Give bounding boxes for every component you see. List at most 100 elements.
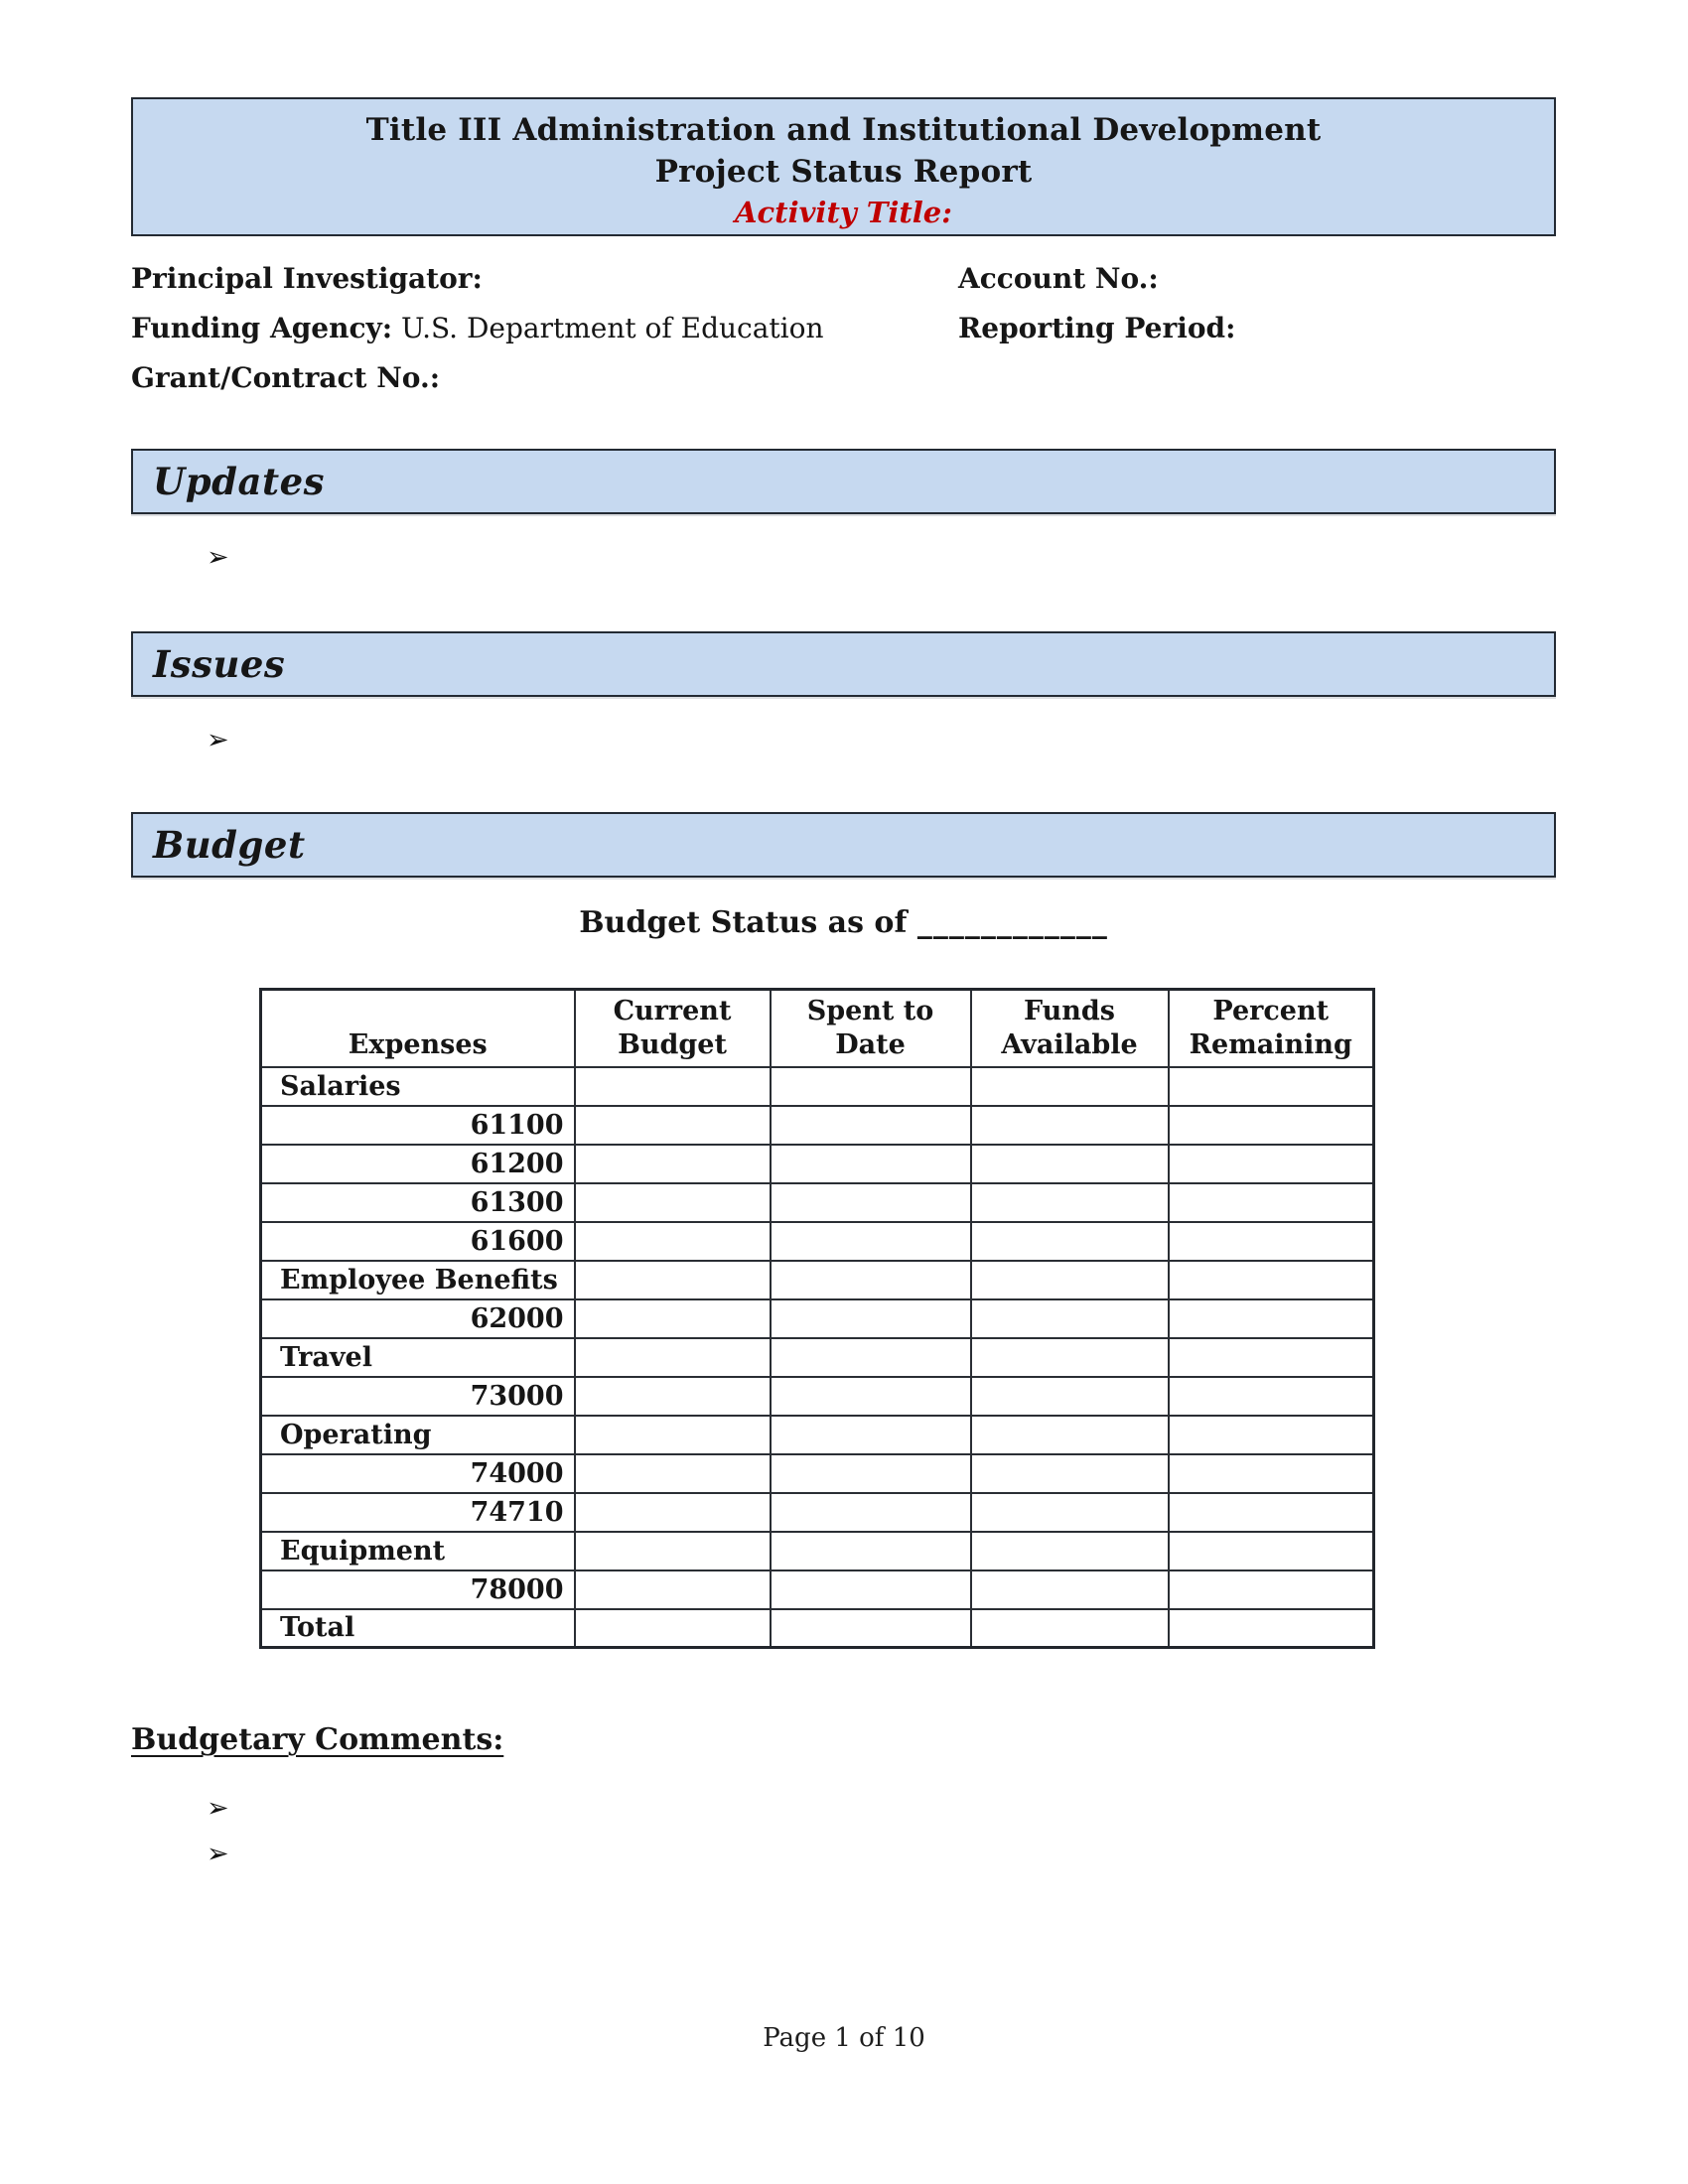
percent-remaining-cell[interactable] bbox=[1167, 1220, 1375, 1262]
budget-table-row: 62000 bbox=[259, 1297, 1375, 1339]
funds-available-cell[interactable] bbox=[969, 1414, 1170, 1455]
budget-table-row: 74000 bbox=[259, 1452, 1375, 1494]
spent-to-date-cell[interactable] bbox=[769, 1065, 972, 1107]
spent-to-date-cell[interactable] bbox=[769, 1414, 972, 1455]
current-budget-cell[interactable] bbox=[573, 1259, 772, 1300]
spent-to-date-cell[interactable] bbox=[769, 1297, 972, 1339]
spent-to-date-cell[interactable] bbox=[769, 1143, 972, 1184]
spent-to-date-cell[interactable] bbox=[769, 1569, 972, 1610]
arrowhead-bullet-icon: ➢ bbox=[207, 542, 229, 573]
issues-section-header: Issues bbox=[131, 631, 1556, 697]
reporting-period-row: Reporting Period: bbox=[958, 304, 1235, 353]
funds-available-cell[interactable] bbox=[969, 1220, 1170, 1262]
expense-label-cell: Travel bbox=[259, 1336, 576, 1378]
funds-available-cell[interactable] bbox=[969, 1259, 1170, 1300]
spent-to-date-cell[interactable] bbox=[769, 1220, 972, 1262]
funds-available-cell[interactable] bbox=[969, 1143, 1170, 1184]
percent-remaining-cell[interactable] bbox=[1167, 1569, 1375, 1610]
activity-title-label: Activity Title: bbox=[735, 196, 952, 229]
percent-remaining-cell[interactable] bbox=[1167, 1181, 1375, 1223]
percent-remaining-cell[interactable] bbox=[1167, 1607, 1375, 1649]
budgetary-comment-bullet-row[interactable]: ➢ bbox=[131, 1791, 1556, 1827]
funds-available-cell[interactable] bbox=[969, 1336, 1170, 1378]
current-budget-cell[interactable] bbox=[573, 1220, 772, 1262]
budget-table-row: Salaries bbox=[259, 1065, 1375, 1107]
spent-to-date-cell[interactable] bbox=[769, 1375, 972, 1417]
info-right-column: Account No.: Reporting Period: bbox=[958, 254, 1235, 353]
expense-label-cell: 61100 bbox=[259, 1104, 576, 1146]
current-budget-cell[interactable] bbox=[573, 1181, 772, 1223]
percent-remaining-cell[interactable] bbox=[1167, 1491, 1375, 1533]
expense-label-cell: Equipment bbox=[259, 1530, 576, 1571]
funds-available-cell[interactable] bbox=[969, 1491, 1170, 1533]
report-title-line1: Title III Administration and Institution… bbox=[365, 112, 1322, 148]
funds-available-cell[interactable] bbox=[969, 1569, 1170, 1610]
funds-available-cell[interactable] bbox=[969, 1530, 1170, 1571]
expense-label-cell: 62000 bbox=[259, 1297, 576, 1339]
funds-available-cell[interactable] bbox=[969, 1297, 1170, 1339]
funding-agency-row: Funding Agency: U.S. Department of Educa… bbox=[131, 304, 1556, 353]
budget-status-date-blank[interactable]: ____________ bbox=[916, 905, 1108, 940]
spent-to-date-cell[interactable] bbox=[769, 1336, 972, 1378]
current-budget-cell[interactable] bbox=[573, 1336, 772, 1378]
report-title-box: Title III Administration and Institution… bbox=[131, 97, 1556, 236]
budget-status-line: Budget Status as of ____________ bbox=[131, 905, 1556, 940]
funds-available-column-header: Funds Available bbox=[969, 988, 1170, 1068]
expense-label-cell: 61300 bbox=[259, 1181, 576, 1223]
funds-available-cell[interactable] bbox=[969, 1607, 1170, 1649]
current-budget-cell[interactable] bbox=[573, 1569, 772, 1610]
spent-to-date-cell[interactable] bbox=[769, 1607, 972, 1649]
budget-status-label: Budget Status as of bbox=[579, 905, 908, 940]
current-budget-cell[interactable] bbox=[573, 1414, 772, 1455]
budget-table-header-row: Expenses Current Budget Spent to Date Fu… bbox=[259, 988, 1375, 1068]
current-budget-cell[interactable] bbox=[573, 1143, 772, 1184]
percent-remaining-cell[interactable] bbox=[1167, 1104, 1375, 1146]
current-budget-cell[interactable] bbox=[573, 1530, 772, 1571]
current-budget-cell[interactable] bbox=[573, 1491, 772, 1533]
issues-section-title: Issues bbox=[153, 642, 286, 686]
current-budget-cell[interactable] bbox=[573, 1297, 772, 1339]
issues-bullet-row[interactable]: ➢ bbox=[131, 723, 1556, 758]
current-budget-cell[interactable] bbox=[573, 1375, 772, 1417]
current-budget-cell[interactable] bbox=[573, 1065, 772, 1107]
funds-available-cell[interactable] bbox=[969, 1181, 1170, 1223]
percent-remaining-cell[interactable] bbox=[1167, 1297, 1375, 1339]
updates-section-title: Updates bbox=[153, 460, 325, 503]
budget-table-row: 61600 bbox=[259, 1220, 1375, 1262]
budget-section-title: Budget bbox=[153, 823, 306, 867]
budget-table-row: 74710 bbox=[259, 1491, 1375, 1533]
spent-to-date-column-header: Spent to Date bbox=[769, 988, 972, 1068]
funding-agency-label: Funding Agency: bbox=[131, 312, 393, 344]
updates-bullet-row[interactable]: ➢ bbox=[131, 540, 1556, 576]
arrowhead-bullet-icon: ➢ bbox=[207, 1793, 229, 1824]
expense-label-cell: Employee Benefits bbox=[259, 1259, 576, 1300]
spent-to-date-cell[interactable] bbox=[769, 1491, 972, 1533]
funds-available-cell[interactable] bbox=[969, 1104, 1170, 1146]
spent-to-date-cell[interactable] bbox=[769, 1530, 972, 1571]
funds-available-cell[interactable] bbox=[969, 1375, 1170, 1417]
spent-to-date-cell[interactable] bbox=[769, 1259, 972, 1300]
budgetary-comment-bullet-row[interactable]: ➢ bbox=[131, 1837, 1556, 1872]
current-budget-cell[interactable] bbox=[573, 1452, 772, 1494]
expense-label-cell: Salaries bbox=[259, 1065, 576, 1107]
current-budget-cell[interactable] bbox=[573, 1104, 772, 1146]
current-budget-cell[interactable] bbox=[573, 1607, 772, 1649]
info-left-column: Principal Investigator: Funding Agency: … bbox=[131, 254, 1556, 403]
updates-section-header: Updates bbox=[131, 449, 1556, 514]
budget-table-row: 73000 bbox=[259, 1375, 1375, 1417]
percent-remaining-cell[interactable] bbox=[1167, 1336, 1375, 1378]
percent-remaining-cell[interactable] bbox=[1167, 1452, 1375, 1494]
spent-to-date-cell[interactable] bbox=[769, 1181, 972, 1223]
reporting-period-label: Reporting Period: bbox=[958, 312, 1236, 344]
percent-remaining-cell[interactable] bbox=[1167, 1375, 1375, 1417]
percent-remaining-cell[interactable] bbox=[1167, 1259, 1375, 1300]
percent-remaining-cell[interactable] bbox=[1167, 1530, 1375, 1571]
budget-table-body: Salaries 61100 61200 61300 61600 Employee Ben… bbox=[259, 1065, 1375, 1649]
percent-remaining-cell[interactable] bbox=[1167, 1065, 1375, 1107]
funds-available-cell[interactable] bbox=[969, 1452, 1170, 1494]
percent-remaining-cell[interactable] bbox=[1167, 1414, 1375, 1455]
spent-to-date-cell[interactable] bbox=[769, 1104, 972, 1146]
spent-to-date-cell[interactable] bbox=[769, 1452, 972, 1494]
funds-available-cell[interactable] bbox=[969, 1065, 1170, 1107]
percent-remaining-cell[interactable] bbox=[1167, 1143, 1375, 1184]
